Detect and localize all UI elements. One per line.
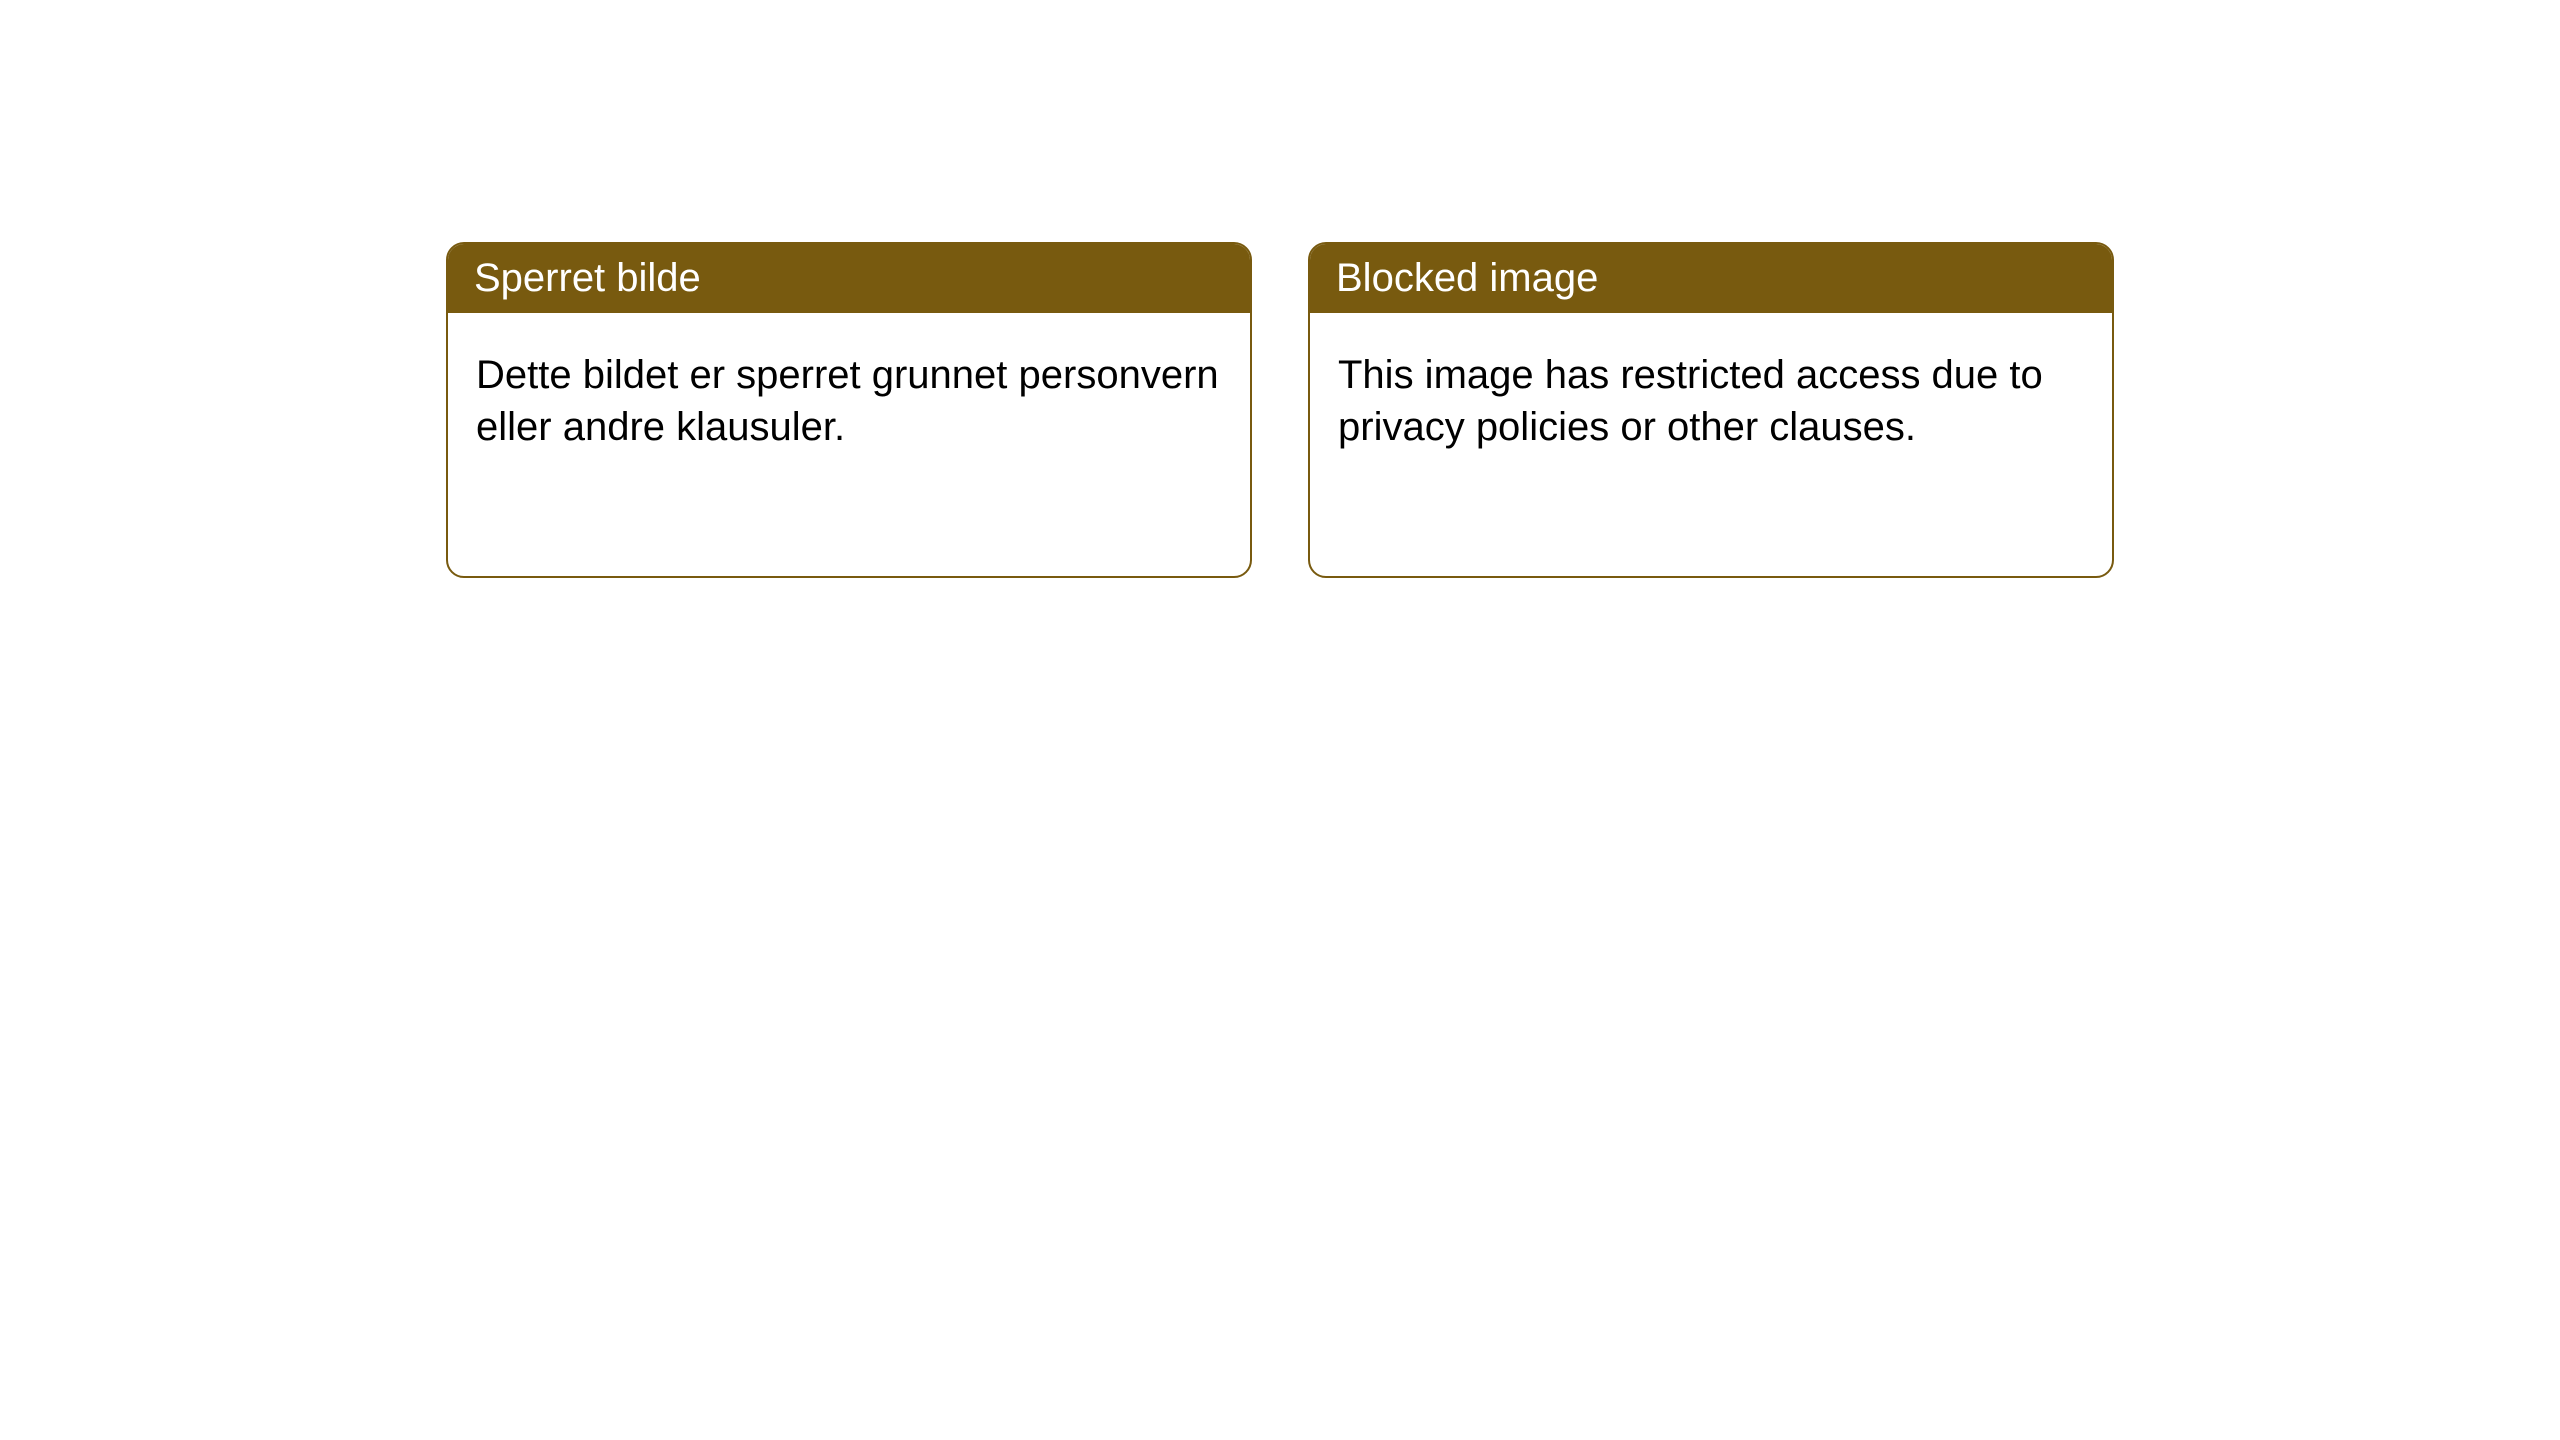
notice-body-en: This image has restricted access due to … bbox=[1310, 313, 2112, 489]
notice-header-no: Sperret bilde bbox=[448, 244, 1250, 313]
notice-title-en: Blocked image bbox=[1336, 256, 1598, 300]
notice-card-en: Blocked image This image has restricted … bbox=[1308, 242, 2114, 578]
notice-card-no: Sperret bilde Dette bildet er sperret gr… bbox=[446, 242, 1252, 578]
notice-header-en: Blocked image bbox=[1310, 244, 2112, 313]
notice-body-no: Dette bildet er sperret grunnet personve… bbox=[448, 313, 1250, 489]
notice-container: Sperret bilde Dette bildet er sperret gr… bbox=[0, 0, 2560, 578]
notice-message-en: This image has restricted access due to … bbox=[1338, 353, 2043, 449]
notice-title-no: Sperret bilde bbox=[474, 256, 701, 300]
notice-message-no: Dette bildet er sperret grunnet personve… bbox=[476, 353, 1219, 449]
